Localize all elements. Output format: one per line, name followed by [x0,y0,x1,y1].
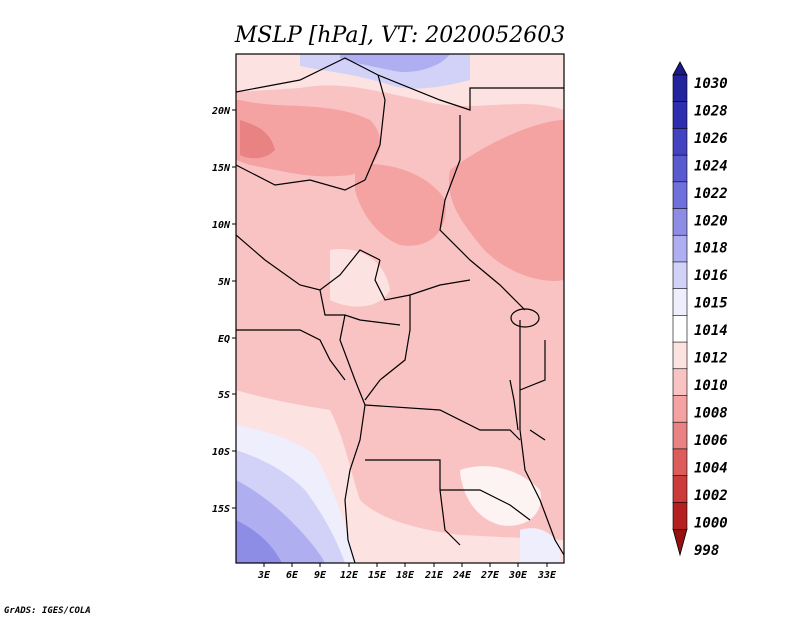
lon-label: 33E [537,570,557,581]
colorbar-swatch [672,154,688,183]
lon-label: 30E [508,570,528,581]
colorbar-label: 1006 [694,433,728,449]
colorbar-swatch [672,128,688,156]
lon-label: 21E [424,570,444,581]
map-frame [235,53,565,564]
colorbar-label: 1026 [694,131,728,147]
colorbar-bottom-arrow [672,528,688,557]
colorbar: 1030 1028 1026 1024 1022 1020 1018 1016 1015 1014… [672,61,728,559]
longitude-axis: 3E 6E 9E 12E 15E 18E 21E 24E 27E 30E 33E [257,563,557,581]
colorbar-label: 1008 [694,405,728,421]
colorbar-swatch [672,341,688,370]
lon-label: 27E [480,570,500,581]
colorbar-label: 1012 [694,351,728,367]
colorbar-label: 1018 [694,241,728,257]
colorbar-swatch [672,501,688,530]
colorbar-swatch [672,181,688,210]
lat-label: 5N [218,277,231,288]
plot-title: MSLP [hPa], VT: 2020052603 [234,23,565,48]
colorbar-label: 1010 [694,378,728,394]
lat-label: 5S [218,390,230,401]
colorbar-swatch [672,208,688,237]
colorbar-label: 1016 [694,268,728,284]
latitude-axis: 20N 15N 10N 5N EQ 5S 10S 15S [211,106,236,515]
colorbar-label: 1004 [694,460,728,476]
colorbar-label: 1015 [694,296,728,312]
colorbar-label: 1022 [694,186,728,202]
colorbar-swatch [672,421,688,450]
lat-label: 10N [212,220,231,231]
lat-label: 15S [212,504,230,515]
colorbar-swatch [672,395,688,423]
lon-label: 9E [314,570,327,581]
country-borders [236,57,564,563]
colorbar-label: 1028 [694,103,728,119]
colorbar-label: 1000 [694,515,728,531]
lat-label: 10S [212,447,230,458]
colorbar-label: 998 [694,543,719,559]
lon-label: 18E [396,570,415,581]
colorbar-swatch [672,475,688,504]
colorbar-swatch [672,368,688,397]
lon-label: 12E [340,570,359,581]
lon-label: 6E [286,570,299,581]
colorbar-label: 1024 [694,158,728,174]
colorbar-swatch [672,261,688,290]
colorbar-swatch [672,315,688,343]
colorbar-label: 1020 [694,213,728,229]
colorbar-swatch [672,288,688,317]
lakes [509,308,546,441]
lon-label: 3E [257,570,271,581]
pressure-field [236,54,564,563]
colorbar-label: 1030 [694,76,728,92]
lon-label: 24E [452,570,472,581]
colorbar-top-arrow [672,61,688,76]
colorbar-swatch [672,101,688,130]
colorbar-swatch [672,74,688,103]
grads-credit: GrADS: IGES/COLA [4,606,91,616]
lon-label: 15E [368,570,387,581]
colorbar-swatch [672,234,688,263]
colorbar-label: 1002 [694,488,728,504]
lat-label: 15N [212,163,231,174]
colorbar-label: 1014 [694,323,728,339]
lat-label: EQ [218,334,230,345]
colorbar-swatch [672,448,688,477]
lat-label: 20N [211,106,231,117]
